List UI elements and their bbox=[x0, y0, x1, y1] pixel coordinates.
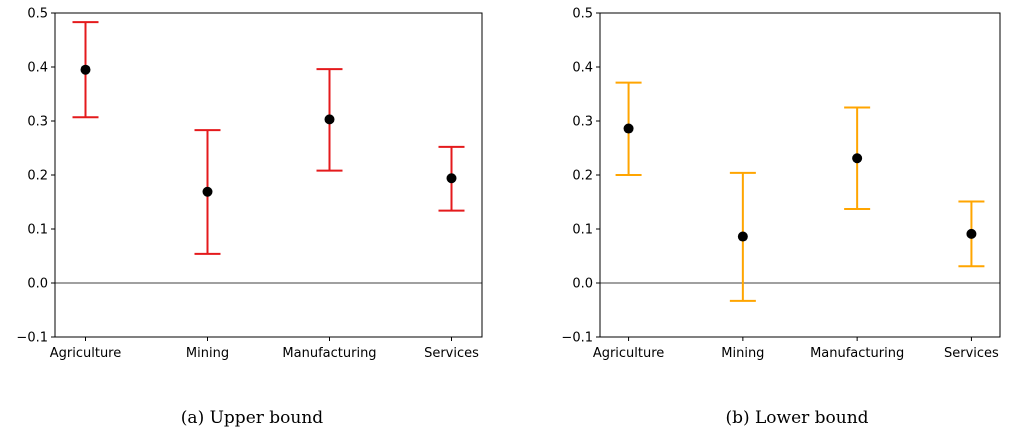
y-tick-label: 0.0 bbox=[572, 277, 593, 292]
x-tick-label-mining: Mining bbox=[721, 346, 764, 361]
y-tick-label: −0.1 bbox=[561, 331, 593, 346]
panel-upper-bound: −0.1 0.0 0.1 0.2 0.3 0.4 0.5 Agriculture Mining M… bbox=[16, 7, 483, 428]
y-tick-label: 0.5 bbox=[27, 7, 48, 22]
x-tick-label-manufacturing: Manufacturing bbox=[282, 346, 376, 361]
errorbar-services bbox=[438, 145, 465, 212]
y-tick-label: 0.1 bbox=[27, 223, 48, 238]
errorbar-agriculture bbox=[72, 21, 99, 119]
y-tick-label: 0.2 bbox=[27, 169, 48, 184]
point-services bbox=[966, 228, 977, 239]
y-tick-label: 0.5 bbox=[572, 7, 593, 22]
point-agriculture bbox=[623, 123, 634, 134]
point-manufacturing bbox=[852, 153, 863, 164]
point-agriculture bbox=[80, 64, 91, 75]
point-mining bbox=[737, 231, 748, 242]
y-tick-label: 0.0 bbox=[27, 277, 48, 292]
axes-frame bbox=[599, 12, 1001, 338]
y-tick-label: 0.3 bbox=[27, 115, 48, 130]
x-tick-label-agriculture: Agriculture bbox=[50, 346, 122, 361]
y-tick-label: 0.1 bbox=[572, 223, 593, 238]
x-tick-label-services: Services bbox=[944, 346, 999, 361]
y-tick-label: 0.4 bbox=[27, 61, 48, 76]
errorbar-mining bbox=[729, 171, 756, 302]
x-tick-label-mining: Mining bbox=[186, 346, 229, 361]
errorbar-manufacturing bbox=[316, 68, 343, 172]
x-tick-label-manufacturing: Manufacturing bbox=[810, 346, 904, 361]
point-services bbox=[446, 173, 457, 184]
point-manufacturing bbox=[324, 114, 335, 125]
panel-caption: (a) Upper bound bbox=[181, 408, 324, 428]
panel-lower-bound: −0.1 0.0 0.1 0.2 0.3 0.4 0.5 Agriculture Mining M… bbox=[561, 7, 1001, 428]
axes-frame bbox=[54, 12, 483, 338]
errorbar-mining bbox=[194, 129, 221, 255]
errorbar-services bbox=[958, 200, 985, 268]
y-tick-label: 0.4 bbox=[572, 61, 593, 76]
y-tick-label: 0.3 bbox=[572, 115, 593, 130]
x-tick-label-agriculture: Agriculture bbox=[593, 346, 665, 361]
errorbar-agriculture bbox=[615, 81, 642, 176]
errorbar-manufacturing bbox=[844, 106, 871, 211]
y-tick-label: 0.2 bbox=[572, 169, 593, 184]
y-tick-label: −0.1 bbox=[16, 331, 48, 346]
x-tick-label-services: Services bbox=[424, 346, 479, 361]
point-mining bbox=[202, 186, 213, 197]
panel-caption: (b) Lower bound bbox=[725, 408, 868, 428]
